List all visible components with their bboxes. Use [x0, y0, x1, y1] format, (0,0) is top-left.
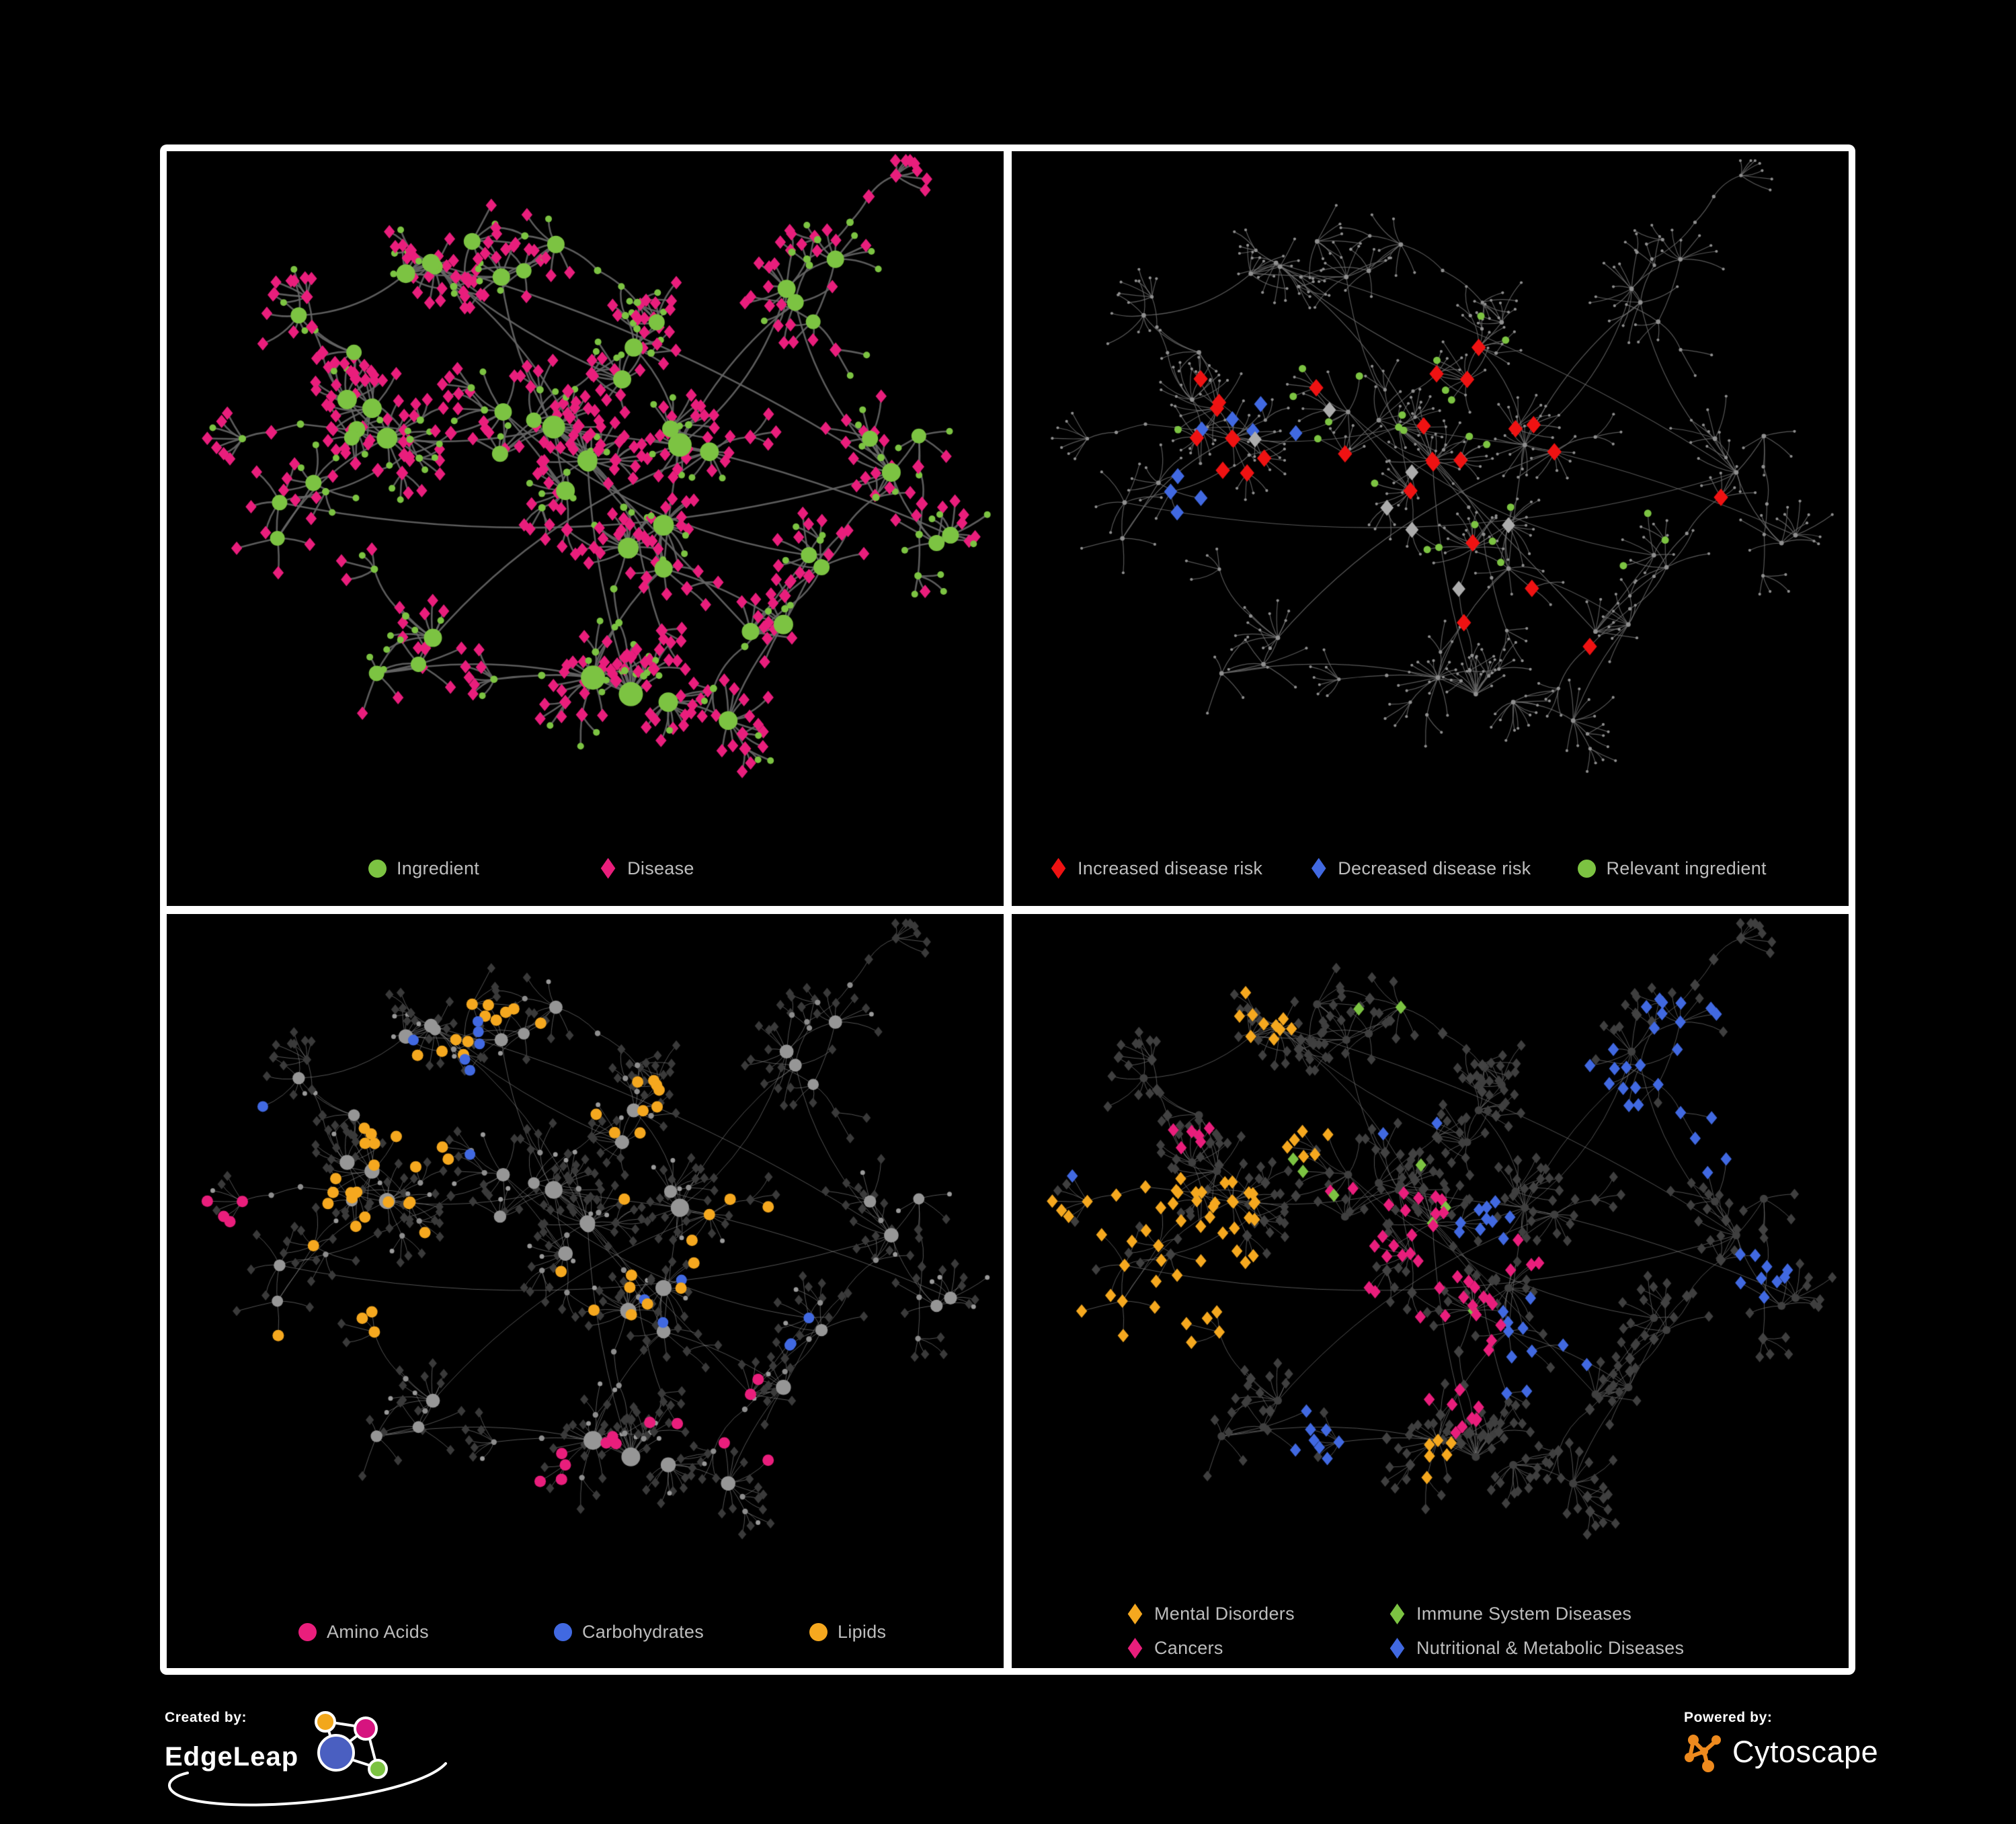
decreased-risk-marker-icon: [1311, 858, 1326, 879]
legend-label: Nutritional & Metabolic Diseases: [1416, 1638, 1685, 1658]
panel-disease-risk: Increased disease risk Decreased disease…: [1012, 151, 1849, 906]
edgeleap-logo: [315, 1711, 389, 1779]
legend-item: Mental Disorders: [1126, 1604, 1388, 1624]
legend-label: Increased disease risk: [1078, 858, 1263, 878]
legend-label: Mental Disorders: [1154, 1604, 1295, 1624]
relevant-ingredient-marker-icon: [1578, 859, 1597, 878]
legend-item: Cancers: [1126, 1638, 1388, 1659]
amino-acids-marker-icon: [298, 1623, 317, 1641]
panel-disease-categories: Mental Disorders Immune System Diseases …: [1012, 913, 1849, 1668]
lipids-marker-icon: [809, 1623, 828, 1641]
legend-nutrient-classes: Amino Acids Carbohydrates Lipids: [298, 1622, 1004, 1643]
legend-disease-risk: Increased disease risk Decreased disease…: [1049, 858, 1767, 879]
cytoscape-brand: Cytoscape: [1732, 1735, 1879, 1769]
cancers-marker-icon: [1127, 1638, 1143, 1659]
legend-item: Amino Acids: [298, 1622, 554, 1643]
mental-disorders-marker-icon: [1127, 1604, 1143, 1624]
legend-label: Lipids: [838, 1622, 887, 1642]
legend-item: Nutritional & Metabolic Diseases: [1388, 1638, 1684, 1659]
network-canvas-nutrient-classes: [167, 913, 1004, 1668]
powered-by-label: Powered by:: [1684, 1710, 1773, 1725]
created-by-credit: Created by: EdgeLeap: [165, 1710, 501, 1824]
increased-risk-marker-icon: [1051, 858, 1066, 879]
disease-marker-icon: [600, 858, 616, 879]
legend-label: Decreased disease risk: [1338, 858, 1531, 878]
legend-label: Immune System Diseases: [1416, 1604, 1632, 1624]
legend-item: Ingredient: [368, 858, 479, 879]
legend-disease-categories: Mental Disorders Immune System Diseases …: [1126, 1604, 1684, 1659]
panel-ingredient-disease: Ingredient Disease: [167, 151, 1004, 906]
nutritional-metabolic-marker-icon: [1389, 1638, 1405, 1659]
network-canvas-disease-categories: [1012, 913, 1849, 1668]
immune-system-marker-icon: [1389, 1604, 1405, 1624]
panel-grid: Ingredient Disease Increased disease ris…: [160, 144, 1855, 1675]
legend-label: Relevant ingredient: [1606, 858, 1767, 878]
created-by-label: Created by:: [165, 1710, 247, 1725]
legend-label: Amino Acids: [327, 1622, 429, 1642]
legend-item: Disease: [599, 858, 694, 879]
legend-item: Relevant ingredient: [1578, 858, 1767, 879]
network-canvas-disease-risk: [1012, 151, 1849, 905]
legend-ingredient-disease: Ingredient Disease: [368, 858, 694, 879]
legend-item: Carbohydrates: [554, 1622, 809, 1643]
legend-item: Increased disease risk: [1049, 858, 1262, 879]
carbohydrates-marker-icon: [554, 1623, 572, 1641]
network-canvas-ingredient-disease: [167, 151, 1004, 905]
ingredient-marker-icon: [368, 859, 387, 878]
legend-label: Disease: [627, 858, 694, 878]
legend-item: Decreased disease risk: [1309, 858, 1531, 879]
legend-item: Immune System Diseases: [1388, 1604, 1684, 1624]
legend-label: Carbohydrates: [582, 1622, 704, 1642]
legend-label: Ingredient: [397, 858, 480, 878]
legend-label: Cancers: [1154, 1638, 1223, 1658]
edgeleap-brand: EdgeLeap: [165, 1742, 299, 1772]
powered-by-credit: Powered by: Cytoscape: [1684, 1710, 1899, 1773]
cytoscape-logo: [1685, 1735, 1721, 1772]
legend-item: Lipids: [809, 1622, 1004, 1643]
panel-nutrient-classes: Amino Acids Carbohydrates Lipids: [167, 913, 1004, 1668]
